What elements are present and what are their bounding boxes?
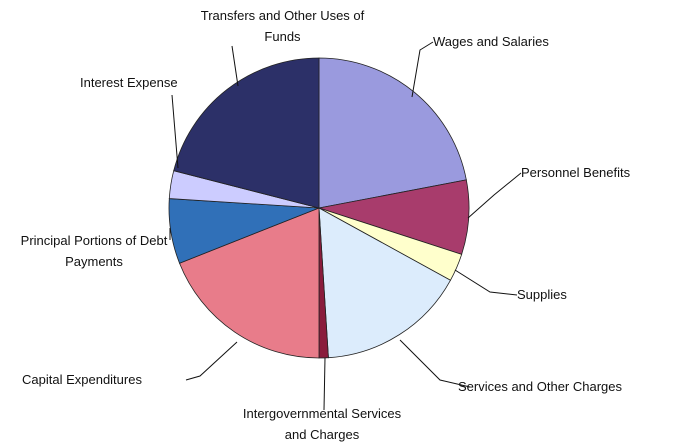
slice-label: Supplies [517,287,567,302]
slice-label: Personnel Benefits [521,165,631,180]
leader-line [399,339,471,388]
leader-line [185,341,238,381]
slice-label: Services and Other Charges [457,379,623,394]
slice-label: Transfers and Other Uses of Funds [200,8,365,44]
slice-label: Interest Expense [80,75,178,90]
slice-label: Capital Expenditures [22,372,142,387]
pie-slice [173,57,320,209]
slice-label: Intergovernmental Services and Charges [242,406,402,442]
leader-line [467,172,522,219]
slice-label: Wages and Salaries [433,34,549,49]
pie-slice [318,207,451,359]
leader-line [323,357,326,411]
pie-slice [318,57,467,209]
leader-line [231,45,239,87]
leader-line [171,94,179,169]
pie-slice [179,207,320,359]
leader-line [454,269,518,296]
slice-label: Principal Portions of Debt Payments [20,233,168,269]
leader-line [411,41,434,98]
